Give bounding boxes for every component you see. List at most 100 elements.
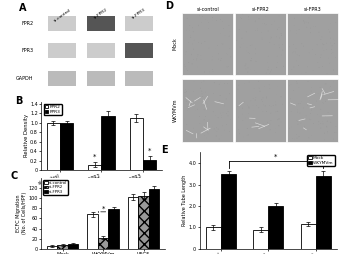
Point — [324, 125, 330, 129]
Point — [297, 134, 302, 138]
Point — [210, 54, 216, 58]
Point — [328, 120, 333, 124]
Point — [303, 114, 309, 118]
Point — [315, 61, 321, 65]
Point — [226, 64, 231, 68]
Point — [294, 81, 300, 85]
Point — [194, 56, 200, 60]
Point — [195, 55, 200, 59]
Legend: Mock, WKYMVm: Mock, WKYMVm — [307, 155, 335, 166]
Point — [256, 106, 261, 110]
Point — [262, 104, 268, 108]
Point — [291, 50, 297, 54]
Point — [324, 131, 330, 135]
Point — [241, 135, 246, 139]
Point — [275, 84, 280, 88]
Point — [294, 133, 300, 137]
Point — [196, 96, 202, 100]
Text: si-FPR3: si-FPR3 — [304, 7, 322, 12]
Point — [218, 57, 224, 61]
Point — [332, 131, 337, 135]
Point — [293, 51, 298, 55]
Point — [240, 12, 246, 16]
Point — [195, 53, 201, 57]
Point — [325, 130, 330, 134]
Point — [237, 101, 242, 105]
Point — [292, 50, 298, 54]
Point — [294, 136, 300, 140]
Point — [333, 125, 339, 129]
Point — [202, 125, 208, 129]
Point — [214, 130, 219, 134]
Point — [268, 119, 274, 123]
Point — [248, 59, 254, 63]
Point — [248, 67, 254, 71]
Point — [273, 100, 278, 104]
Point — [218, 93, 223, 98]
Point — [275, 109, 280, 113]
Point — [267, 122, 273, 126]
Point — [225, 107, 230, 112]
Point — [188, 34, 193, 38]
Point — [184, 28, 190, 32]
Point — [246, 15, 251, 19]
FancyBboxPatch shape — [49, 16, 76, 31]
Point — [240, 119, 246, 123]
Point — [226, 23, 232, 27]
Point — [243, 62, 249, 66]
Point — [307, 98, 312, 102]
Point — [189, 52, 194, 56]
Point — [268, 111, 273, 115]
Point — [204, 136, 209, 140]
Point — [320, 119, 325, 123]
Point — [309, 134, 314, 138]
Point — [330, 51, 336, 55]
Point — [246, 106, 252, 110]
Point — [299, 71, 304, 75]
Point — [183, 87, 188, 91]
Point — [321, 48, 326, 52]
Point — [277, 46, 282, 50]
Point — [272, 19, 277, 23]
Point — [276, 124, 282, 128]
Point — [201, 79, 206, 83]
Point — [182, 91, 188, 95]
Point — [235, 105, 240, 109]
Bar — [235, 79, 286, 141]
Point — [216, 52, 222, 56]
Point — [256, 17, 262, 21]
Point — [276, 118, 282, 122]
Point — [221, 26, 226, 30]
Point — [211, 110, 216, 114]
Point — [201, 108, 207, 112]
Point — [260, 103, 266, 107]
Point — [216, 98, 222, 102]
Point — [261, 85, 267, 89]
Point — [184, 99, 189, 103]
Text: *: * — [93, 154, 97, 160]
Point — [246, 18, 252, 22]
Point — [330, 96, 335, 100]
Point — [245, 66, 251, 70]
Point — [273, 110, 278, 114]
Point — [318, 107, 323, 111]
Bar — [130, 118, 143, 170]
Point — [186, 106, 192, 110]
Point — [254, 104, 259, 108]
Point — [320, 95, 325, 99]
Point — [320, 42, 325, 46]
Point — [322, 82, 328, 86]
Bar — [128, 197, 138, 249]
Text: *: * — [101, 205, 105, 211]
Bar — [149, 189, 160, 249]
Point — [237, 132, 242, 136]
Bar — [287, 79, 338, 141]
Point — [219, 114, 224, 118]
Point — [288, 97, 293, 101]
Point — [276, 25, 282, 29]
Point — [265, 61, 270, 65]
Point — [267, 71, 272, 75]
Point — [267, 40, 272, 44]
Point — [268, 35, 274, 39]
Point — [210, 19, 215, 23]
